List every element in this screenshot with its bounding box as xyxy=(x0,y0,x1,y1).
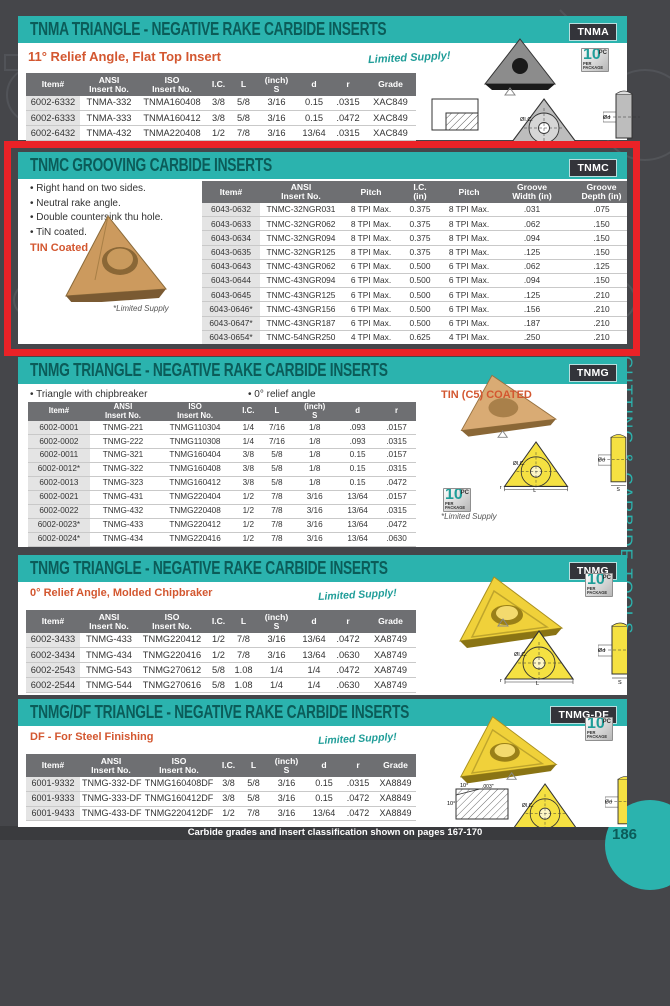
svg-text:ØI.C.: ØI.C. xyxy=(522,803,534,809)
svg-text:Ød: Ød xyxy=(598,648,605,654)
svg-text:.003": .003" xyxy=(482,784,494,790)
svg-text:Ød: Ød xyxy=(603,115,610,121)
svg-text:10°: 10° xyxy=(460,783,468,789)
svg-text:S: S xyxy=(618,680,622,685)
svg-text:Ød: Ød xyxy=(605,799,612,805)
svg-text:L: L xyxy=(533,488,536,492)
svg-text:r: r xyxy=(500,678,502,684)
svg-text:ØI.C.: ØI.C. xyxy=(520,117,533,123)
svg-text:ØI.C.: ØI.C. xyxy=(514,652,527,658)
svg-text:L: L xyxy=(536,681,539,685)
svg-text:10°: 10° xyxy=(447,801,455,807)
svg-text:r: r xyxy=(500,485,502,491)
svg-text:Ød: Ød xyxy=(598,457,605,463)
svg-text:ØI.C.: ØI.C. xyxy=(513,461,525,467)
svg-text:S: S xyxy=(617,487,621,492)
